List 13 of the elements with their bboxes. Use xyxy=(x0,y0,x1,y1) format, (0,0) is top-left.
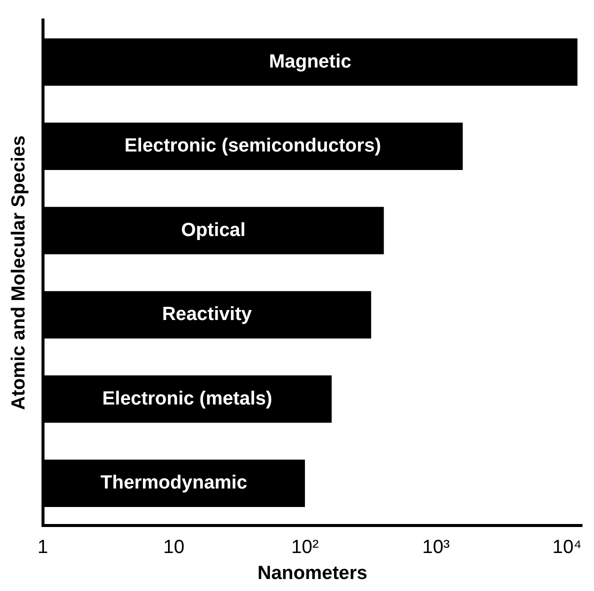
y-tick-label: Optical xyxy=(181,220,246,241)
y-tick-label: Electronic (metals) xyxy=(102,388,272,410)
y-tick-label: Electronic (semiconductors) xyxy=(124,136,382,157)
x-tick-label: 10⁴ xyxy=(552,537,582,558)
y-tick-label: Thermodynamic xyxy=(100,472,248,494)
x-tick-label: 10³ xyxy=(422,537,450,558)
x-tick-label: 10² xyxy=(291,537,319,558)
x-tick-label: 1 xyxy=(38,537,48,558)
x-tick-label: 10 xyxy=(163,537,184,558)
y-tick-label: Reactivity xyxy=(162,304,252,326)
y-axis-title: Atomic and Molecular Species xyxy=(8,135,30,410)
y-tick-label: Magnetic xyxy=(268,51,352,72)
x-axis-title: Nanometers xyxy=(257,562,368,584)
